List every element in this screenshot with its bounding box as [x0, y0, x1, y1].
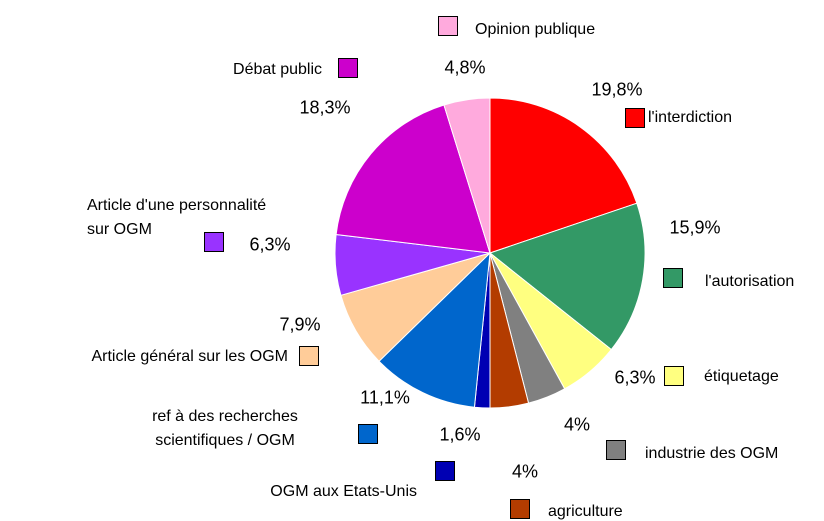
legend-label: agriculture: [548, 503, 623, 520]
legend-swatch: [438, 16, 458, 36]
pie-slice: [443, 97, 491, 254]
legend-swatch: [510, 499, 530, 519]
legend-label: l'autorisation: [705, 273, 795, 290]
legend-swatch: [358, 424, 378, 444]
value-label: 18,3%: [299, 97, 351, 118]
legend-swatch: [606, 440, 626, 460]
pie-slice: [335, 104, 491, 254]
legend-label: Opinion publique: [475, 21, 596, 38]
value-label: 19,8%: [591, 79, 643, 100]
value-label: 4,8%: [444, 57, 486, 78]
legend-swatch: [664, 366, 684, 386]
legend-swatch: [204, 232, 224, 252]
value-label: 1,6%: [439, 424, 481, 445]
legend-label: Article général sur les OGM: [91, 348, 288, 365]
value-label: 11,1%: [360, 387, 410, 408]
legend-label: Article d'une personnalité sur OGM: [87, 197, 267, 238]
value-label: 6,3%: [249, 234, 291, 255]
value-label: 7,9%: [279, 314, 321, 335]
legend-label: Débat public: [233, 61, 322, 78]
legend-label: l'interdiction: [648, 109, 732, 126]
value-label: 4%: [511, 461, 539, 482]
pie-slice: [488, 202, 646, 351]
legend-label: OGM aux Etats-Unis: [270, 483, 417, 500]
legend-swatch: [663, 268, 683, 288]
legend-swatch: [625, 108, 645, 128]
value-label: 6,3%: [614, 367, 656, 388]
value-label: 15,9%: [669, 217, 721, 238]
legend-label: ref à des recherches scientifiques / OGM: [152, 408, 298, 449]
value-label: 4%: [563, 414, 591, 435]
legend-label: industrie des OGM: [645, 445, 779, 462]
legend-label: étiquetage: [704, 368, 779, 385]
legend-swatch: [299, 346, 319, 366]
pie-slice: [489, 97, 638, 254]
legend-swatch: [338, 58, 358, 78]
pie-slice: [378, 251, 491, 408]
legend-swatch: [435, 461, 455, 481]
